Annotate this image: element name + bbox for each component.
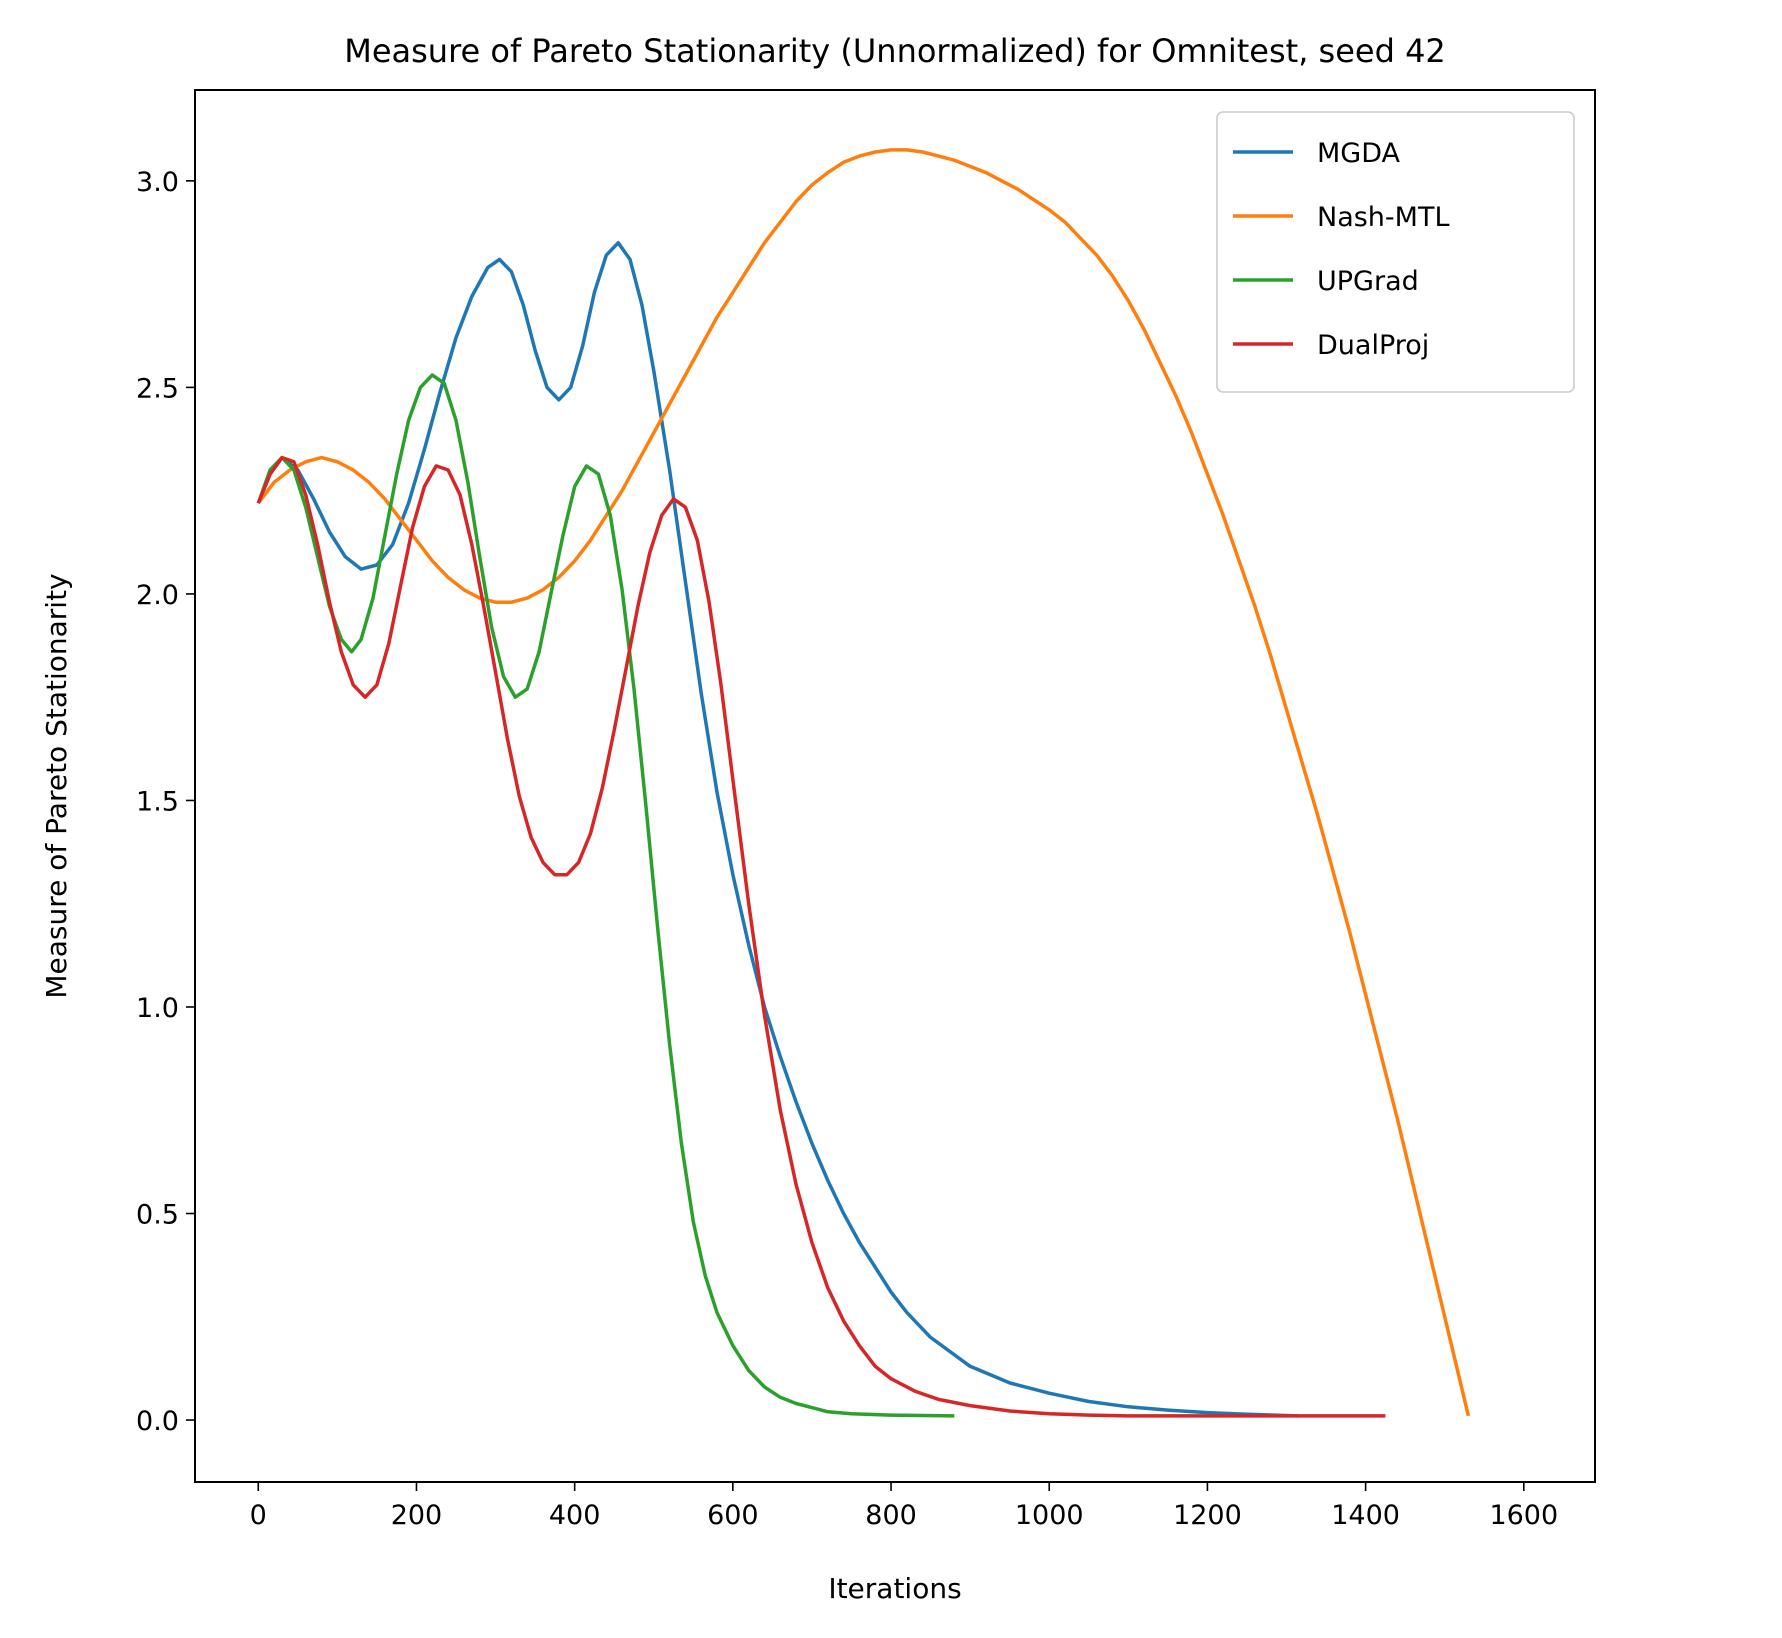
y-axis-label: Measure of Pareto Stationarity xyxy=(40,573,73,998)
legend-label-upgrad: UPGrad xyxy=(1317,266,1419,297)
x-tick-label: 1600 xyxy=(1489,1500,1558,1531)
y-tick-label: 3.0 xyxy=(136,167,179,198)
legend-label-nash-mtl: Nash-MTL xyxy=(1317,202,1450,233)
series-line-nash-mtl xyxy=(256,148,1471,1417)
y-tick-label: 0.0 xyxy=(136,1406,179,1437)
legend: MGDA Nash-MTL UPGrad DualProj xyxy=(1216,111,1575,393)
y-tick-label: 1.0 xyxy=(136,993,179,1024)
series-layer xyxy=(256,148,1471,1418)
series-line-dualproj xyxy=(256,455,1386,1418)
series-line-mgda xyxy=(256,241,1299,1418)
x-axis: 0 200 400 600 800 1000 1200 1400 1600 xyxy=(250,1482,1558,1531)
x-axis-label: Iterations xyxy=(828,1572,961,1605)
legend-label-dualproj: DualProj xyxy=(1317,330,1429,361)
legend-label-mgda: MGDA xyxy=(1317,138,1401,169)
x-tick-label: 1000 xyxy=(1015,1500,1084,1531)
series-line-upgrad xyxy=(256,373,955,1418)
x-tick-label: 800 xyxy=(865,1500,917,1531)
plot-frame xyxy=(194,89,1596,1483)
x-tick-label: 1200 xyxy=(1173,1500,1242,1531)
y-tick-label: 1.5 xyxy=(136,786,179,817)
x-tick-label: 0 xyxy=(250,1500,267,1531)
y-tick-label: 0.5 xyxy=(136,1200,179,1231)
x-tick-label: 1400 xyxy=(1331,1500,1400,1531)
chart-title: Measure of Pareto Stationarity (Unnormal… xyxy=(344,32,1446,70)
legend-box xyxy=(1216,111,1575,393)
plot-area xyxy=(194,89,1596,1483)
y-tick-label: 2.5 xyxy=(136,373,179,404)
x-tick-label: 400 xyxy=(549,1500,601,1531)
x-tick-label: 200 xyxy=(391,1500,443,1531)
x-tick-label: 600 xyxy=(707,1500,759,1531)
y-tick-label: 2.0 xyxy=(136,580,179,611)
y-axis: 0.0 0.5 1.0 1.5 2.0 2.5 3.0 xyxy=(136,167,195,1437)
